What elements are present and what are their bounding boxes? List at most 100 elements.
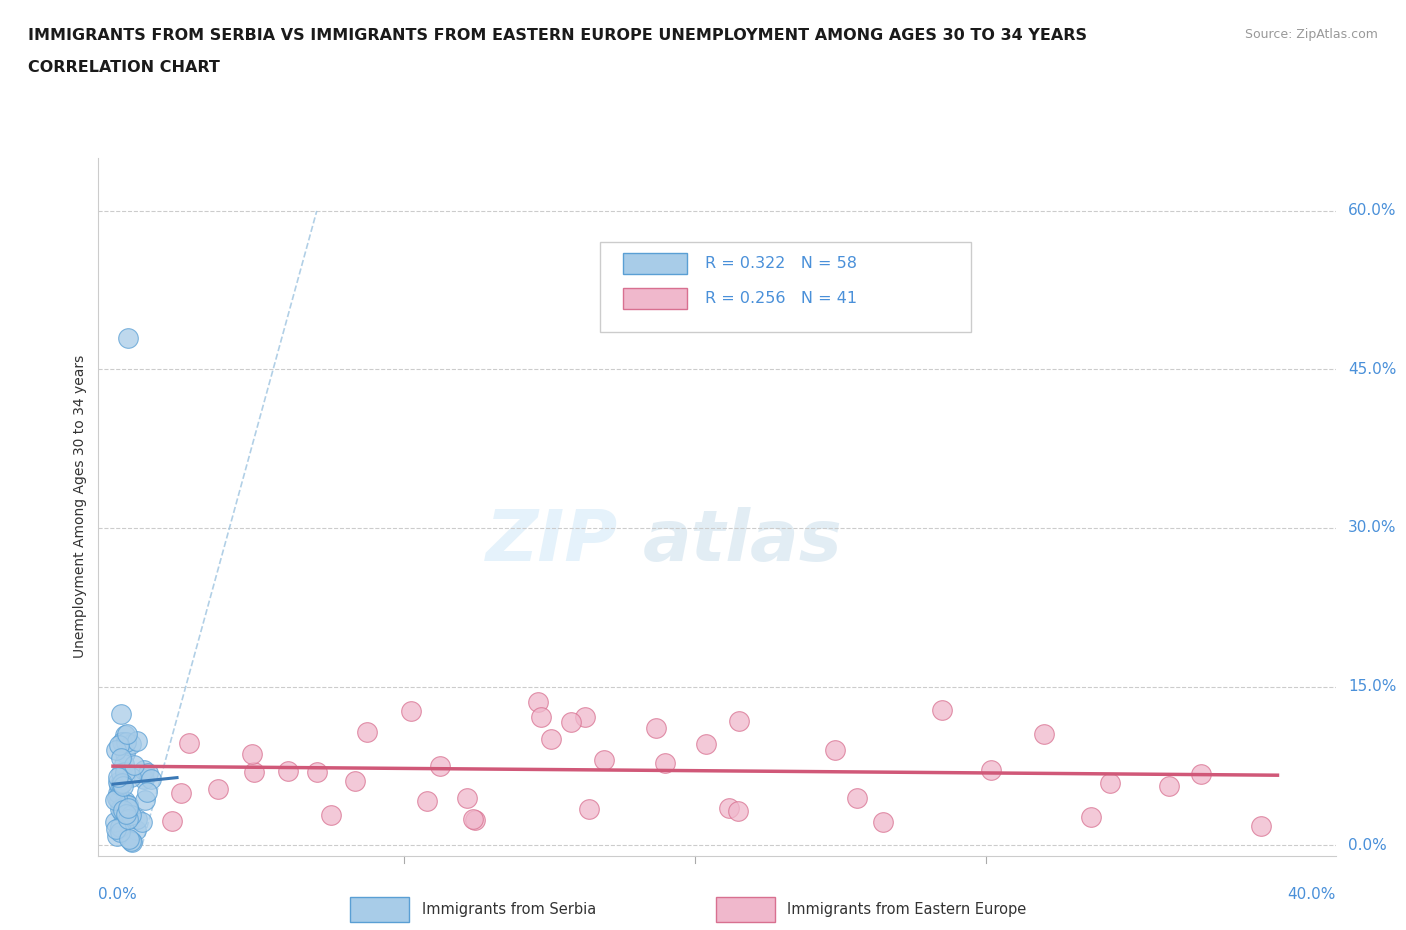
Point — [112, 779, 135, 794]
Point — [824, 742, 846, 757]
Text: 60.0%: 60.0% — [1348, 204, 1396, 219]
Text: CORRELATION CHART: CORRELATION CHART — [28, 60, 219, 75]
Point — [654, 756, 676, 771]
Point — [356, 724, 378, 739]
Point — [110, 777, 132, 791]
Text: atlas: atlas — [643, 507, 842, 577]
Point — [125, 812, 148, 827]
Text: ZIP: ZIP — [486, 507, 619, 577]
Point — [277, 764, 299, 778]
Point — [243, 764, 266, 779]
Point — [139, 772, 162, 787]
Text: IMMIGRANTS FROM SERBIA VS IMMIGRANTS FROM EASTERN EUROPE UNEMPLOYMENT AMONG AGES: IMMIGRANTS FROM SERBIA VS IMMIGRANTS FRO… — [28, 28, 1087, 43]
Point — [111, 776, 134, 790]
Point — [117, 797, 139, 812]
Point — [307, 764, 329, 779]
Point — [574, 710, 596, 724]
Point — [1250, 818, 1272, 833]
Point — [118, 804, 141, 818]
Text: Immigrants from Eastern Europe: Immigrants from Eastern Europe — [787, 902, 1026, 917]
Point — [931, 702, 953, 717]
Point — [1159, 778, 1181, 793]
Point — [120, 833, 142, 848]
Point — [107, 769, 129, 784]
Text: Immigrants from Serbia: Immigrants from Serbia — [422, 902, 596, 917]
Point — [107, 775, 129, 790]
FancyBboxPatch shape — [599, 242, 970, 333]
Point — [107, 737, 129, 752]
Point — [207, 781, 229, 796]
Point — [114, 727, 136, 742]
Point — [169, 785, 191, 800]
Point — [456, 790, 478, 805]
Point — [105, 790, 128, 805]
Point — [111, 801, 134, 816]
Point — [846, 790, 869, 805]
Point — [110, 751, 132, 766]
Point — [135, 784, 157, 799]
Point — [464, 813, 486, 828]
Point — [111, 801, 134, 816]
Point — [127, 734, 149, 749]
Point — [401, 703, 423, 718]
Point — [114, 807, 136, 822]
Point — [695, 737, 717, 751]
Text: 30.0%: 30.0% — [1348, 521, 1396, 536]
Point — [578, 802, 600, 817]
Text: 0.0%: 0.0% — [98, 887, 138, 902]
Point — [980, 763, 1002, 777]
Point — [104, 793, 127, 808]
Point — [131, 815, 153, 830]
Point — [108, 793, 131, 808]
Point — [120, 807, 142, 822]
Point — [416, 793, 439, 808]
Y-axis label: Unemployment Among Ages 30 to 34 years: Unemployment Among Ages 30 to 34 years — [73, 355, 87, 658]
Point — [121, 834, 143, 849]
Point — [108, 777, 131, 792]
Point — [593, 752, 616, 767]
Text: R = 0.256   N = 41: R = 0.256 N = 41 — [704, 291, 856, 307]
Point — [115, 735, 138, 750]
Point — [540, 732, 562, 747]
Point — [1032, 727, 1054, 742]
Point — [240, 746, 263, 761]
Point — [111, 803, 134, 817]
Point — [117, 726, 139, 741]
Point — [134, 792, 156, 807]
Point — [114, 793, 136, 808]
Point — [108, 801, 131, 816]
Point — [343, 773, 366, 788]
Point — [104, 815, 127, 830]
Point — [527, 695, 550, 710]
FancyBboxPatch shape — [623, 288, 688, 309]
Point — [112, 757, 135, 772]
Point — [107, 786, 129, 801]
Point — [1099, 776, 1122, 790]
Point — [104, 742, 127, 757]
Point — [727, 713, 749, 728]
Point — [110, 735, 132, 750]
Text: 40.0%: 40.0% — [1288, 887, 1336, 902]
Point — [111, 804, 134, 819]
Point — [117, 330, 139, 345]
Point — [134, 772, 156, 787]
Text: 15.0%: 15.0% — [1348, 679, 1396, 694]
Point — [463, 811, 485, 826]
Text: R = 0.322   N = 58: R = 0.322 N = 58 — [704, 256, 856, 271]
Point — [162, 814, 184, 829]
Point — [108, 824, 131, 839]
Point — [125, 823, 148, 838]
Point — [104, 822, 127, 837]
Point — [644, 721, 666, 736]
Point — [105, 829, 128, 844]
Point — [530, 710, 553, 724]
Point — [117, 811, 139, 826]
Point — [132, 763, 155, 777]
Point — [110, 765, 132, 780]
Point — [120, 770, 142, 785]
Point — [114, 746, 136, 761]
Point — [115, 797, 138, 812]
Point — [718, 801, 741, 816]
Point — [872, 815, 894, 830]
Point — [727, 804, 749, 819]
